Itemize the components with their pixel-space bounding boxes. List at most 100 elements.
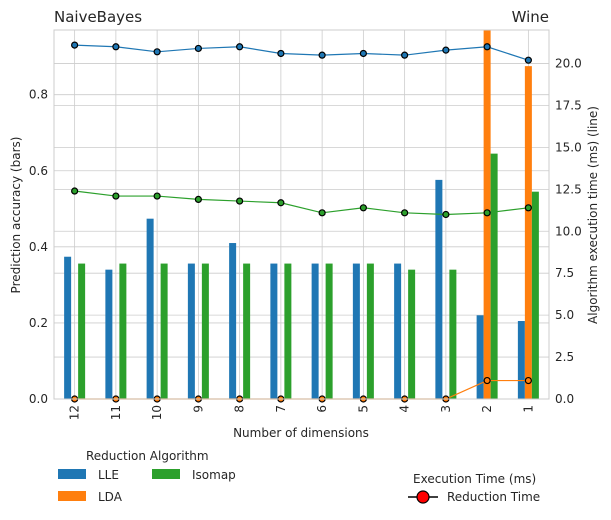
point-lle <box>483 43 491 51</box>
line-lle <box>74 44 529 61</box>
chart-title-left: NaiveBayes <box>54 8 142 26</box>
legend-label-isomap: Isomap <box>192 468 236 482</box>
y-tick-label-left: 0.4 <box>29 240 48 254</box>
point-lle <box>112 43 120 51</box>
y-axis-label-left: Prediction accuracy (bars) <box>9 137 23 294</box>
line-lda <box>74 379 529 400</box>
y-tick-label-left: 0.0 <box>29 392 48 406</box>
bar-isomap <box>119 263 127 399</box>
bar-isomap <box>201 263 209 399</box>
bar-isomap <box>284 263 292 399</box>
bar-isomap <box>160 263 168 399</box>
point-lle <box>442 46 450 54</box>
legend-swatch-lda <box>58 491 86 501</box>
y-tick-label-right: 20.0 <box>555 57 582 71</box>
point-isomap <box>112 192 120 200</box>
point-isomap <box>483 209 491 217</box>
point-isomap <box>401 209 409 217</box>
y-tick-label-right: 2.5 <box>555 350 574 364</box>
point-lda <box>524 376 532 385</box>
x-tick-label: 4 <box>398 405 412 413</box>
point-lle <box>359 49 367 58</box>
lines <box>71 41 532 403</box>
point-isomap <box>524 204 532 212</box>
point-isomap <box>71 187 79 195</box>
bar-lle <box>229 243 237 399</box>
bar-lle <box>105 269 113 399</box>
point-lle <box>524 56 532 64</box>
point-lle <box>318 51 326 59</box>
x-tick-label: 3 <box>439 405 453 413</box>
y-tick-label-right: 5.0 <box>555 308 574 322</box>
bars <box>64 30 539 400</box>
y-tick-label-right: 15.0 <box>555 140 582 154</box>
x-tick-label: 8 <box>233 405 247 413</box>
y-tick-label-right: 12.5 <box>555 182 582 196</box>
point-lle <box>194 44 202 53</box>
point-lle <box>277 49 285 58</box>
bar-lle <box>187 263 195 399</box>
bar-lle <box>476 315 484 399</box>
bar-lle <box>64 256 72 399</box>
x-tick-label: 5 <box>356 405 370 413</box>
point-isomap <box>359 204 367 212</box>
bar-lle <box>352 263 360 399</box>
legend-reduction-algorithm: Reduction Algorithm LLE LDA Isomap <box>58 449 236 504</box>
line-isomap <box>74 190 529 216</box>
bar-isomap <box>449 269 457 399</box>
bar-isomap <box>490 153 498 399</box>
y-tick-label-left: 0.8 <box>29 88 48 102</box>
axes: 0.0 0.2 0.4 0.6 0.8 0.0 2.5 5.0 7.5 10.0 12.5 15.0 1… <box>29 57 582 421</box>
point-lle <box>71 41 79 49</box>
legend-label-reduction-time: Reduction Time <box>447 490 540 504</box>
y-tick-label-right: 0.0 <box>555 392 574 406</box>
bar-lle <box>394 263 402 399</box>
x-tick-label: 7 <box>274 405 288 413</box>
point-isomap <box>153 192 161 200</box>
x-tick-label: 1 <box>521 405 535 413</box>
bar-lle <box>517 321 525 399</box>
legend-execution-time: Execution Time (ms) Reduction Time <box>408 472 540 504</box>
y-tick-label-left: 0.2 <box>29 316 48 330</box>
bar-isomap <box>243 263 251 399</box>
bar-lda <box>524 66 532 400</box>
point-isomap <box>318 209 326 217</box>
bar-isomap <box>325 263 333 399</box>
legend-label-lle: LLE <box>98 468 119 482</box>
point-isomap <box>194 195 202 204</box>
y-tick-label-left: 0.6 <box>29 164 48 178</box>
bar-isomap <box>366 263 374 399</box>
bar-isomap <box>408 269 416 399</box>
legend-label-lda: LDA <box>98 490 123 504</box>
grid <box>54 30 549 400</box>
x-tick-label: 2 <box>480 405 494 413</box>
x-axis-label: Number of dimensions <box>233 426 369 440</box>
x-tick-label: 6 <box>315 405 329 413</box>
legend-right-title: Execution Time (ms) <box>413 472 536 486</box>
point-lle <box>236 43 244 51</box>
point-lle <box>153 48 161 56</box>
point-lda <box>483 376 491 385</box>
bar-lle <box>311 263 319 399</box>
y-tick-label-right: 17.5 <box>555 98 582 112</box>
bar-isomap <box>78 263 86 399</box>
bar-lle <box>146 218 154 399</box>
x-tick-label: 9 <box>191 405 205 413</box>
y-tick-label-right: 10.0 <box>555 224 582 238</box>
x-tick-label: 11 <box>109 405 123 420</box>
bar-isomap <box>531 191 539 399</box>
legend-swatch-lle <box>58 469 86 479</box>
bar-lle <box>435 179 443 399</box>
x-tick-label: 12 <box>68 405 82 420</box>
y-axis-label-right: Algorithm execution time (ms) (line) <box>586 106 600 324</box>
y-tick-label-right: 7.5 <box>555 266 574 280</box>
bar-lle <box>270 263 278 399</box>
x-tick-label: 10 <box>150 405 164 420</box>
legend-swatch-isomap <box>152 469 180 479</box>
legend-marker-reduction-time <box>416 490 430 504</box>
chart-title-right: Wine <box>512 8 549 26</box>
legend-left-title: Reduction Algorithm <box>86 449 209 463</box>
point-isomap <box>236 197 244 205</box>
point-isomap <box>277 199 285 207</box>
